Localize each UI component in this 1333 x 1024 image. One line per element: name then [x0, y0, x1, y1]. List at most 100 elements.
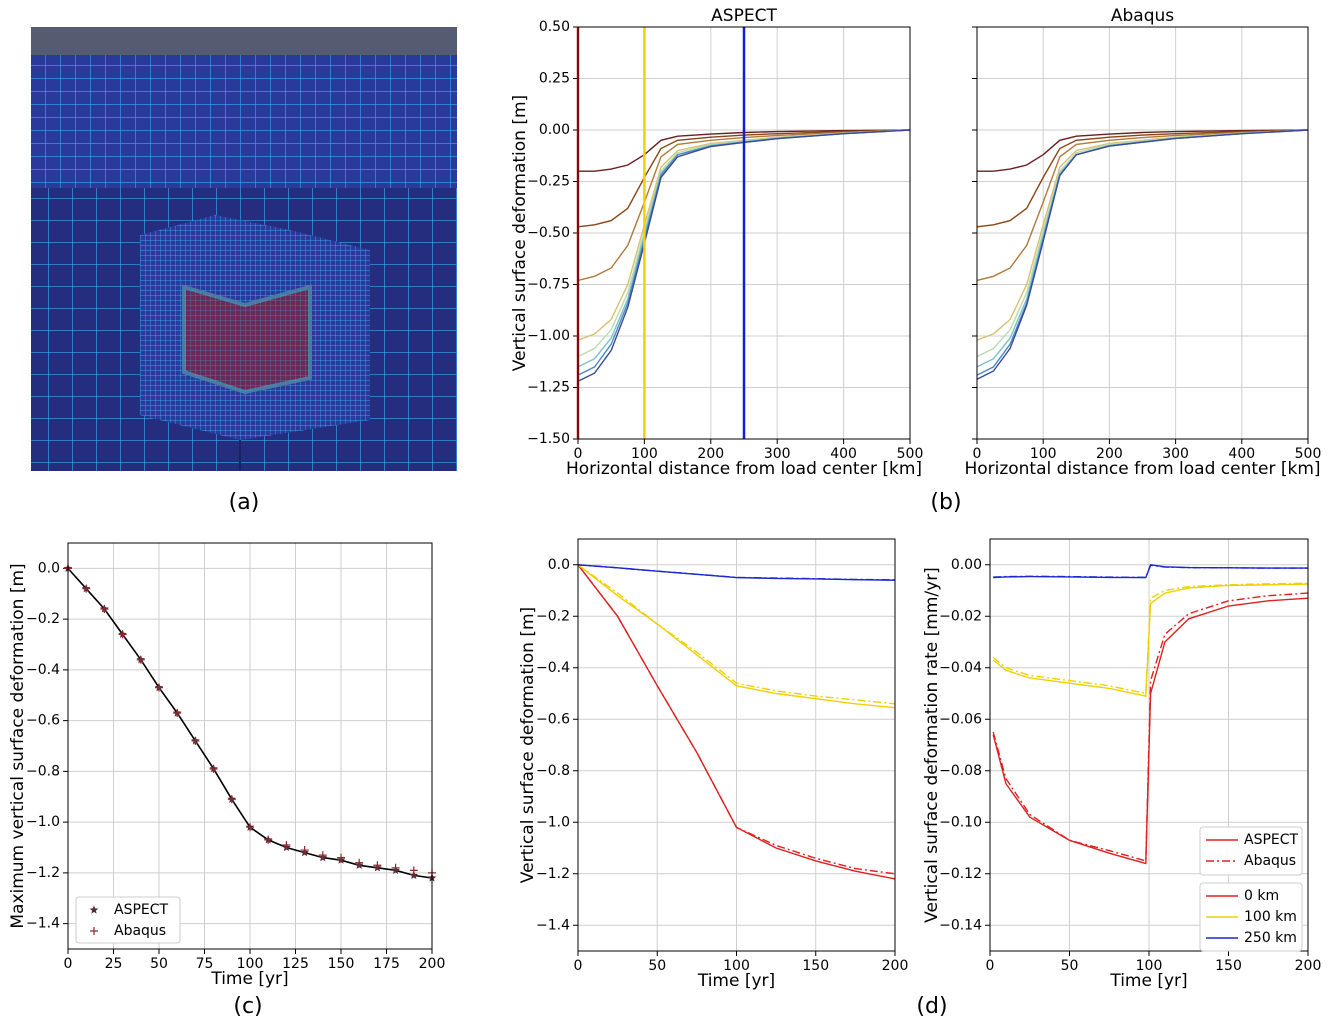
- panel-label: (c): [233, 994, 262, 1019]
- y-tick-label: −0.12: [939, 866, 982, 882]
- y-tick-label: −0.02: [939, 608, 982, 624]
- y-tick-label: −0.6: [26, 713, 60, 729]
- y-tick-label: −1.2: [536, 866, 570, 882]
- series-line: [578, 129, 911, 172]
- x-tick-label: 200: [1096, 446, 1123, 462]
- plot-frame: [577, 26, 911, 440]
- plus-marker: [355, 858, 364, 867]
- chart-title: Abaqus: [1111, 6, 1174, 26]
- plus-marker: [373, 861, 382, 870]
- plot-frame: [976, 26, 1309, 440]
- chart-title: ASPECT: [711, 6, 777, 26]
- y-tick-label: −0.04: [939, 660, 982, 676]
- x-tick-label: 500: [1295, 446, 1322, 462]
- plus-marker: [173, 709, 182, 718]
- mesh-image: [31, 27, 457, 471]
- x-tick-label: 200: [1295, 958, 1322, 974]
- legend-label: ASPECT: [1244, 832, 1299, 848]
- series-line: [977, 129, 1309, 172]
- x-tick-label: 500: [897, 446, 924, 462]
- plus-marker: [300, 846, 309, 855]
- x-tick-label: 100: [1136, 958, 1163, 974]
- series-line: [976, 129, 1309, 380]
- plus-marker: [100, 604, 109, 613]
- chart: 0.0 −0.2 −0.4 −0.6 −0.8 −1.0 −1.2 −1.4 0 25 50 75 10…: [8, 542, 446, 989]
- y-axis-label: Maximum vertical surface deformation [m]: [8, 563, 28, 928]
- x-tick-label: 25: [105, 956, 123, 972]
- x-tick-label: 300: [764, 446, 791, 462]
- y-tick-label: −0.2: [536, 608, 570, 624]
- plot-frame: [67, 542, 433, 950]
- plus-marker: [246, 823, 254, 832]
- y-tick-label: −1.25: [527, 380, 570, 396]
- plot-frame: [577, 538, 896, 952]
- plus-marker: [227, 795, 236, 804]
- series-line: [992, 592, 1309, 862]
- x-tick-label: 100: [237, 956, 264, 972]
- y-tick-label: −0.6: [536, 711, 570, 727]
- y-axis-label: Vertical surface deformation rate [mm/yr…: [922, 567, 942, 923]
- legend-label: Abaqus: [114, 923, 166, 939]
- legend-label: Abaqus: [1244, 853, 1296, 869]
- series-line: [577, 564, 896, 709]
- plus-marker: [264, 835, 273, 844]
- y-tick-label: −0.50: [527, 225, 570, 241]
- series-line: [993, 564, 1308, 579]
- y-tick-label: −0.10: [939, 814, 982, 830]
- x-tick-label: 400: [830, 446, 857, 462]
- x-tick-label: 50: [648, 958, 666, 974]
- plus-marker: [136, 655, 145, 664]
- x-axis-label: Horizontal distance from load center [km…: [566, 459, 922, 479]
- x-axis-label: Time [yr]: [210, 969, 288, 989]
- series-line: [577, 564, 896, 581]
- x-tick-label: 100: [631, 446, 658, 462]
- legend-box: [1199, 826, 1303, 876]
- y-tick-label: 0.0: [38, 560, 60, 576]
- y-tick-label: −0.8: [536, 763, 570, 779]
- series-line: [992, 597, 1309, 865]
- y-tick-label: −1.4: [26, 916, 60, 932]
- x-tick-label: 100: [1030, 446, 1057, 462]
- x-tick-label: 200: [419, 956, 446, 972]
- x-tick-label: 150: [1215, 958, 1242, 974]
- legend-label: 100 km: [1244, 909, 1297, 925]
- y-tick-label: −0.06: [939, 711, 982, 727]
- x-tick-label: 0: [574, 958, 583, 974]
- y-tick-label: −0.25: [527, 174, 570, 190]
- x-tick-label: 0: [574, 446, 583, 462]
- x-tick-label: 100: [723, 958, 750, 974]
- plus-marker: [191, 736, 200, 745]
- y-tick-label: −1.50: [527, 431, 570, 447]
- plus-marker: [155, 683, 163, 692]
- x-tick-label: 0: [64, 956, 73, 972]
- y-tick-label: −1.0: [26, 814, 60, 830]
- y-tick-label: −0.14: [939, 917, 982, 933]
- y-tick-label: −0.8: [26, 763, 60, 779]
- plus-marker: [82, 584, 91, 593]
- legend-box: [1199, 882, 1303, 952]
- x-tick-label: 300: [1162, 446, 1189, 462]
- plus-marker: [391, 863, 400, 872]
- panel-label: (d): [916, 994, 947, 1019]
- legend-box: [75, 896, 181, 944]
- x-tick-label: 0: [973, 446, 982, 462]
- y-tick-label: 0.00: [539, 122, 570, 138]
- legend-label: 250 km: [1244, 930, 1297, 946]
- series-line: [577, 129, 911, 282]
- series-line: [976, 129, 1309, 228]
- legend-label: 0 km: [1244, 888, 1279, 904]
- y-tick-label: −1.2: [26, 865, 60, 881]
- plot-frame: [989, 538, 1309, 952]
- plus-marker: [209, 764, 218, 773]
- y-tick-label: −0.2: [26, 611, 60, 627]
- series-line: [577, 564, 896, 705]
- x-axis-label: Time [yr]: [697, 971, 775, 991]
- y-tick-label: 0.50: [539, 19, 570, 35]
- y-axis-label: Vertical surface deformation [m]: [510, 95, 530, 371]
- legend-marker: [90, 927, 98, 935]
- y-tick-label: −1.00: [527, 328, 570, 344]
- x-tick-label: 200: [697, 446, 724, 462]
- plus-marker: [337, 853, 345, 862]
- y-tick-label: −0.4: [536, 660, 570, 676]
